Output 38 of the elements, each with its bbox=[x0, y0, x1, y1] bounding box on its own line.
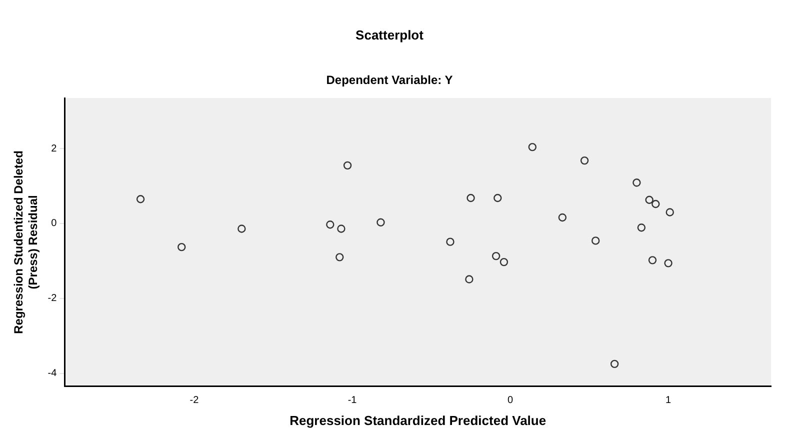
x-tick-label: 0 bbox=[508, 395, 514, 406]
point bbox=[652, 200, 660, 208]
point bbox=[466, 194, 475, 202]
point bbox=[465, 275, 474, 284]
y-tick-label: 0 bbox=[51, 218, 58, 230]
point bbox=[637, 223, 646, 232]
point bbox=[558, 213, 567, 222]
x-tick-label: -2 bbox=[190, 395, 200, 406]
point bbox=[528, 142, 537, 152]
y-axis-title: Regression Studentized Deleted (Press) Residual bbox=[12, 150, 40, 334]
y-tick-label: -4 bbox=[48, 368, 58, 380]
point bbox=[337, 224, 346, 233]
point bbox=[645, 196, 654, 204]
point bbox=[446, 238, 454, 246]
point bbox=[376, 218, 385, 226]
point bbox=[238, 224, 246, 233]
point bbox=[492, 252, 500, 260]
point bbox=[500, 258, 508, 266]
point bbox=[136, 195, 145, 204]
x-tick-label: -1 bbox=[348, 395, 358, 406]
point bbox=[336, 253, 344, 262]
point bbox=[632, 178, 641, 187]
y-tick-label: -2 bbox=[48, 293, 58, 304]
chart-title: Scatterplot bbox=[356, 27, 424, 42]
x-tick-label: 1 bbox=[666, 395, 672, 406]
point bbox=[666, 208, 674, 216]
point bbox=[592, 236, 600, 245]
chart-subtitle: Dependent Variable: Y bbox=[326, 73, 453, 88]
point bbox=[664, 259, 672, 268]
y-tick-label: 2 bbox=[51, 143, 58, 154]
x-axis-title: Regression Standardized Predicted Value bbox=[290, 412, 546, 428]
point bbox=[326, 220, 334, 229]
point bbox=[580, 156, 589, 165]
point bbox=[178, 242, 186, 252]
point bbox=[610, 360, 619, 368]
point bbox=[494, 194, 502, 202]
point bbox=[648, 256, 657, 264]
point bbox=[343, 161, 352, 170]
